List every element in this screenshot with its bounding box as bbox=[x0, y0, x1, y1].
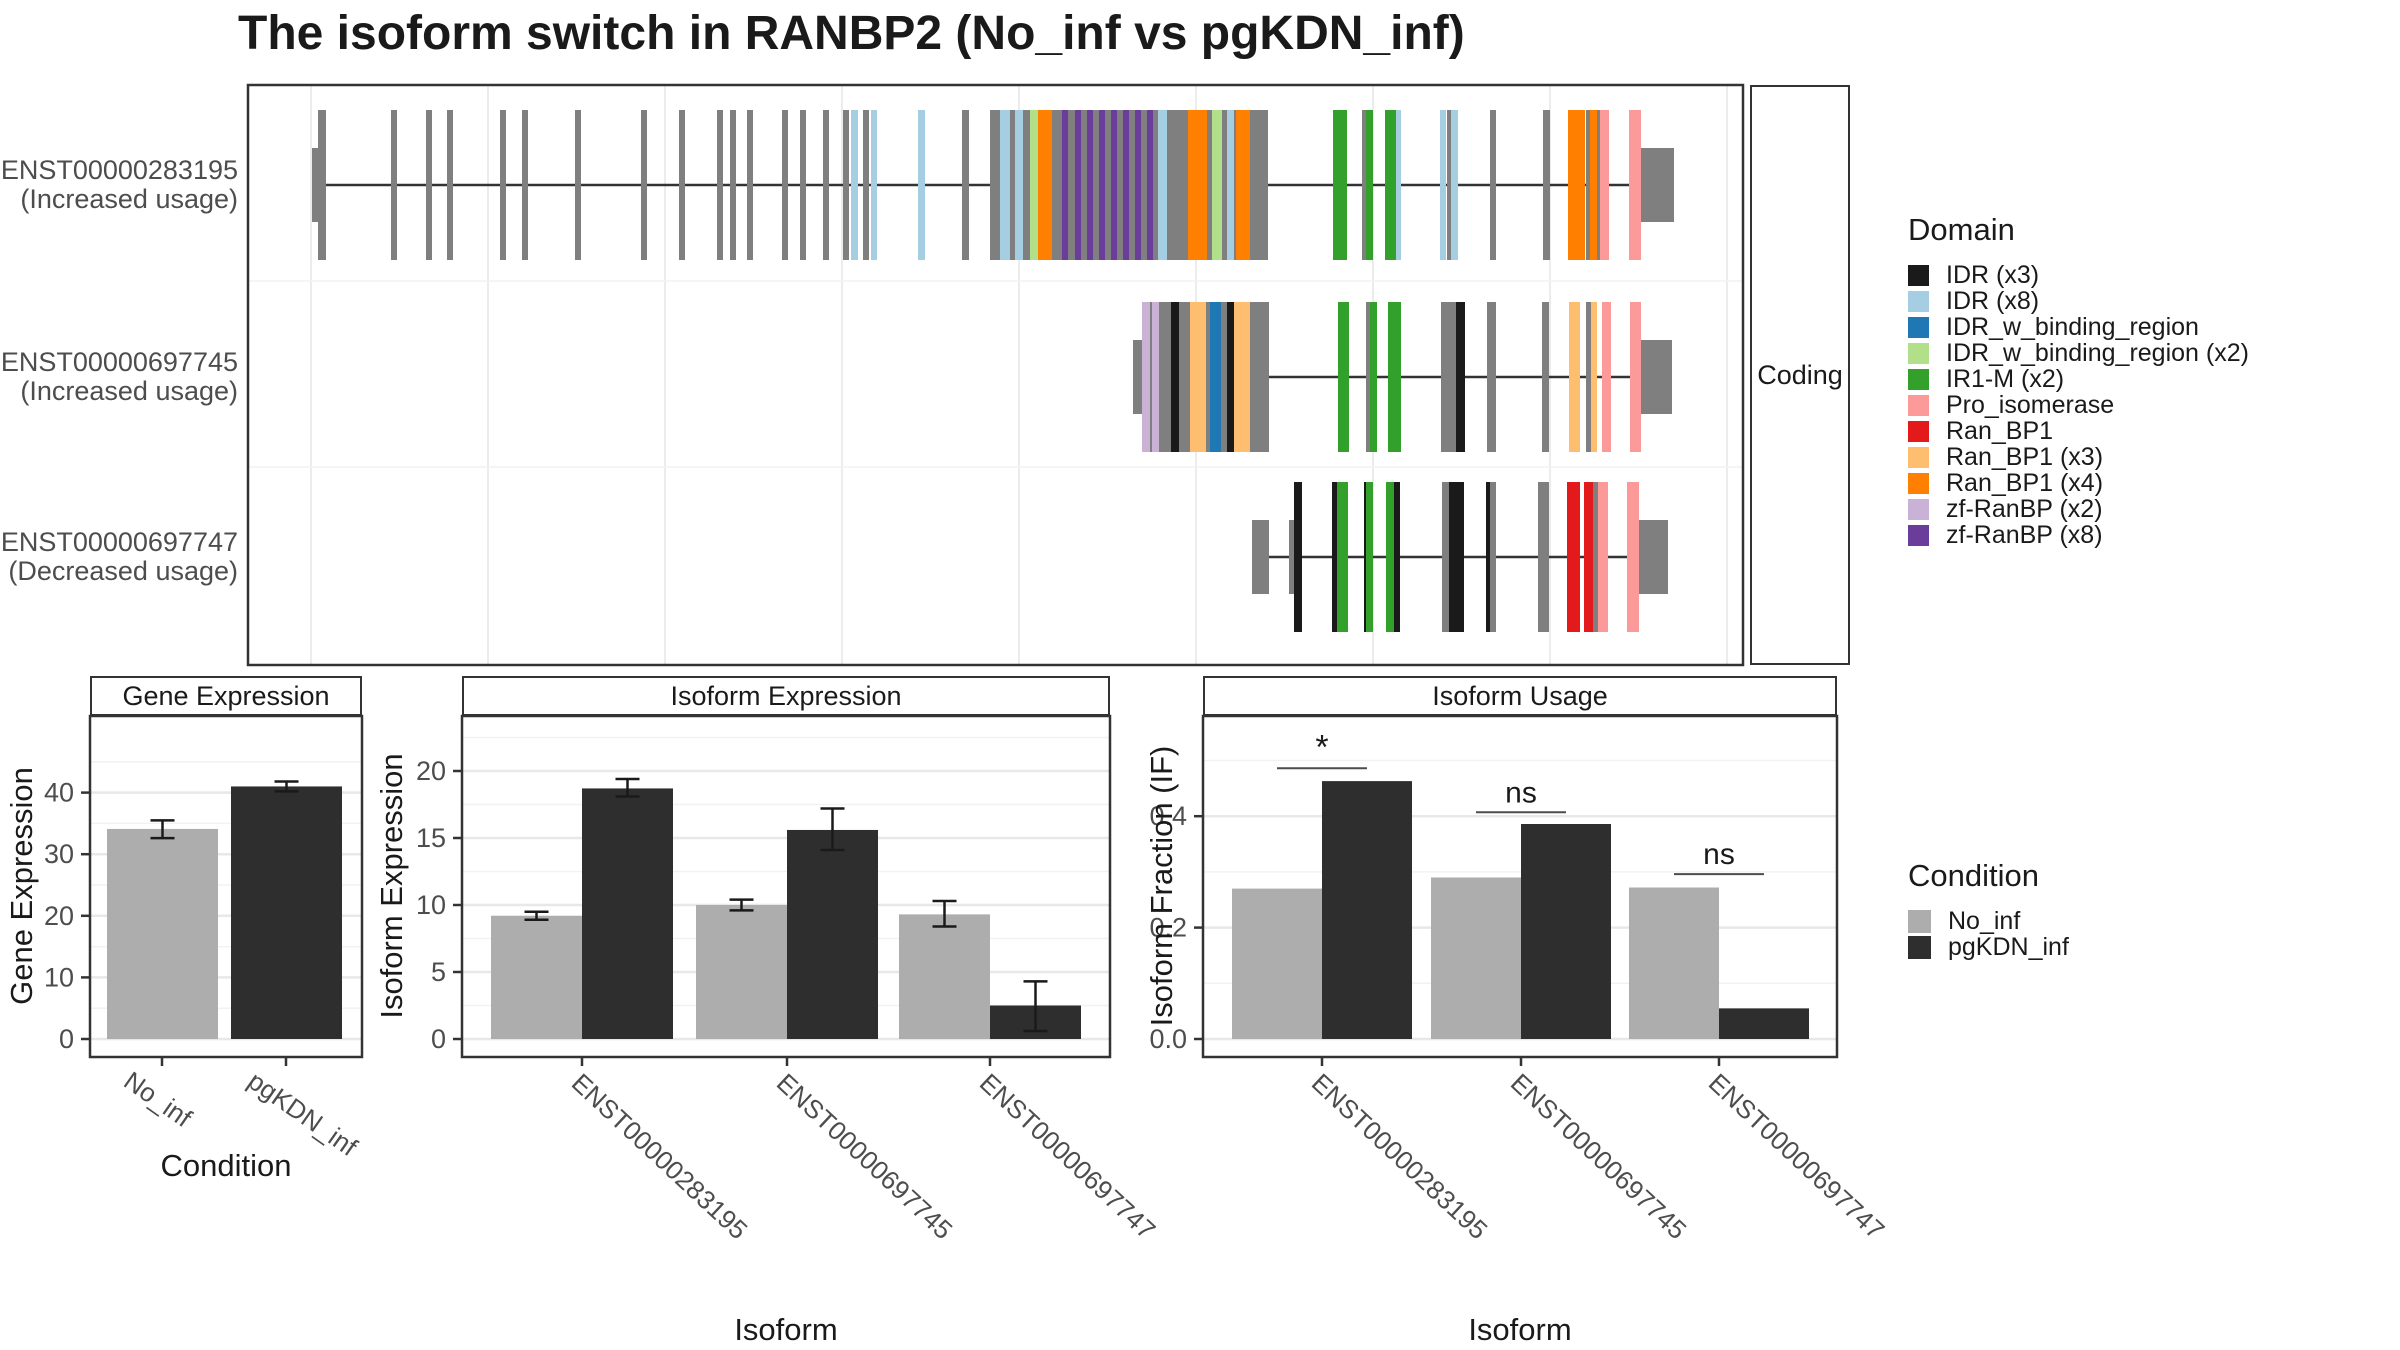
svg-text:ENST00000697745: ENST00000697745 bbox=[1505, 1067, 1693, 1245]
x-axis-title-condition: Condition bbox=[160, 1148, 292, 1183]
legend-swatch-icon bbox=[1908, 290, 1929, 312]
legend-item-label: Ran_BP1 (x3) bbox=[1946, 442, 2104, 471]
svg-text:5: 5 bbox=[431, 957, 446, 987]
svg-text:*: * bbox=[1315, 728, 1328, 766]
legend-item-label: Ran_BP1 (x4) bbox=[1946, 468, 2104, 497]
legend-item: zf-RanBP (x2) bbox=[1908, 494, 2249, 523]
isoform-usage-note: (Decreased usage) bbox=[8, 556, 238, 586]
condition-legend: Condition No_inf pgKDN_inf bbox=[1908, 858, 2069, 961]
svg-text:0.2: 0.2 bbox=[1149, 913, 1187, 943]
isoform-row-label-3: ENST00000697747 (Decreased usage) bbox=[0, 528, 238, 586]
legend-item: IDR (x8) bbox=[1908, 286, 2249, 315]
legend-item-label: IR1-M (x2) bbox=[1946, 364, 2065, 393]
svg-text:ENST00000283195: ENST00000283195 bbox=[566, 1067, 754, 1245]
isoform-row-label-2: ENST00000697745 (Increased usage) bbox=[0, 348, 238, 406]
legend-item-label: IDR_w_binding_region (x2) bbox=[1946, 338, 2249, 367]
svg-text:ENST00000697747: ENST00000697747 bbox=[1703, 1067, 1891, 1245]
isoform-usage-note: (Increased usage) bbox=[20, 376, 238, 406]
svg-text:0.4: 0.4 bbox=[1149, 801, 1187, 831]
legend-item-label: Ran_BP1 bbox=[1946, 416, 2054, 445]
figure-title: The isoform switch in RANBP2 (No_inf vs … bbox=[238, 7, 1465, 60]
svg-text:No_inf: No_inf bbox=[119, 1065, 198, 1133]
isoform-id: ENST00000283195 bbox=[0, 155, 238, 185]
domain-legend-title: Domain bbox=[1908, 212, 2015, 247]
legend-item: IR1-M (x2) bbox=[1908, 364, 2249, 393]
legend-item-label: IDR_w_binding_region bbox=[1946, 312, 2199, 341]
isoform-id: ENST00000697747 bbox=[0, 527, 238, 557]
legend-item-label: IDR (x3) bbox=[1946, 260, 2040, 289]
isoform-row-label-1: ENST00000283195 (Increased usage) bbox=[0, 156, 238, 214]
svg-text:ns: ns bbox=[1703, 838, 1735, 871]
legend-swatch-icon bbox=[1908, 446, 1929, 468]
svg-text:20: 20 bbox=[416, 756, 446, 786]
legend-item-label: zf-RanBP (x8) bbox=[1946, 520, 2103, 549]
legend-swatch-icon bbox=[1908, 472, 1929, 494]
legend-swatch-icon bbox=[1908, 394, 1929, 416]
svg-text:0.0: 0.0 bbox=[1149, 1024, 1187, 1054]
legend-swatch-icon bbox=[1908, 368, 1929, 390]
legend-item: IDR_w_binding_region bbox=[1908, 312, 2249, 341]
domain-legend: Domain IDR (x3) IDR (x8) IDR_w_binding_reg… bbox=[1908, 212, 2249, 549]
legend-item: Ran_BP1 bbox=[1908, 416, 2249, 445]
x-axis-title-isoform-1: Isoform bbox=[734, 1312, 838, 1347]
svg-text:0: 0 bbox=[59, 1024, 74, 1054]
panel-title-isoform-usage: Isoform Usage bbox=[1203, 676, 1837, 716]
svg-text:ENST00000697745: ENST00000697745 bbox=[771, 1067, 959, 1245]
legend-item: No_inf bbox=[1908, 906, 2069, 935]
panel-title-isoform-expression: Isoform Expression bbox=[462, 676, 1110, 716]
svg-text:40: 40 bbox=[44, 778, 74, 808]
legend-swatch-icon bbox=[1908, 264, 1929, 286]
legend-item-label: No_inf bbox=[1948, 906, 2021, 935]
legend-item: zf-RanBP (x8) bbox=[1908, 520, 2249, 549]
facet-strip-coding: Coding bbox=[1750, 85, 1850, 665]
legend-item: IDR_w_binding_region (x2) bbox=[1908, 338, 2249, 367]
x-axis-title-isoform-2: Isoform bbox=[1468, 1312, 1572, 1347]
legend-swatch-icon bbox=[1908, 524, 1929, 546]
legend-swatch-icon bbox=[1908, 342, 1929, 364]
svg-text:ENST00000283195: ENST00000283195 bbox=[1306, 1067, 1494, 1245]
isoform-usage-note: (Increased usage) bbox=[20, 184, 238, 214]
svg-text:15: 15 bbox=[416, 823, 446, 853]
legend-item-label: IDR (x8) bbox=[1946, 286, 2040, 315]
legend-swatch-icon bbox=[1908, 316, 1929, 338]
legend-swatch-icon bbox=[1908, 420, 1929, 442]
legend-item-label: Pro_isomerase bbox=[1946, 390, 2115, 419]
legend-item-label: pgKDN_inf bbox=[1948, 932, 2069, 961]
legend-swatch-icon bbox=[1908, 935, 1931, 959]
legend-item: Pro_isomerase bbox=[1908, 390, 2249, 419]
isoform-id: ENST00000697745 bbox=[0, 347, 238, 377]
legend-item: IDR (x3) bbox=[1908, 260, 2249, 289]
legend-item: pgKDN_inf bbox=[1908, 932, 2069, 961]
svg-text:20: 20 bbox=[44, 901, 74, 931]
y-axis-title-isoform-fraction: Isoform Fraction (IF) bbox=[1144, 745, 1179, 1027]
legend-item-label: zf-RanBP (x2) bbox=[1946, 494, 2103, 523]
y-axis-title-gene-expression: Gene Expression bbox=[4, 767, 39, 1005]
legend-swatch-icon bbox=[1908, 498, 1929, 520]
svg-text:0: 0 bbox=[431, 1024, 446, 1054]
svg-text:10: 10 bbox=[416, 890, 446, 920]
panel-title-gene-expression: Gene Expression bbox=[90, 676, 362, 716]
legend-item: Ran_BP1 (x4) bbox=[1908, 468, 2249, 497]
condition-legend-title: Condition bbox=[1908, 858, 2039, 893]
legend-swatch-icon bbox=[1908, 909, 1931, 933]
svg-text:ns: ns bbox=[1505, 776, 1537, 809]
svg-text:10: 10 bbox=[44, 962, 74, 992]
svg-text:30: 30 bbox=[44, 839, 74, 869]
svg-text:ENST00000697747: ENST00000697747 bbox=[974, 1067, 1162, 1245]
y-axis-title-isoform-expression: Isoform Expression bbox=[374, 753, 409, 1019]
legend-item: Ran_BP1 (x3) bbox=[1908, 442, 2249, 471]
